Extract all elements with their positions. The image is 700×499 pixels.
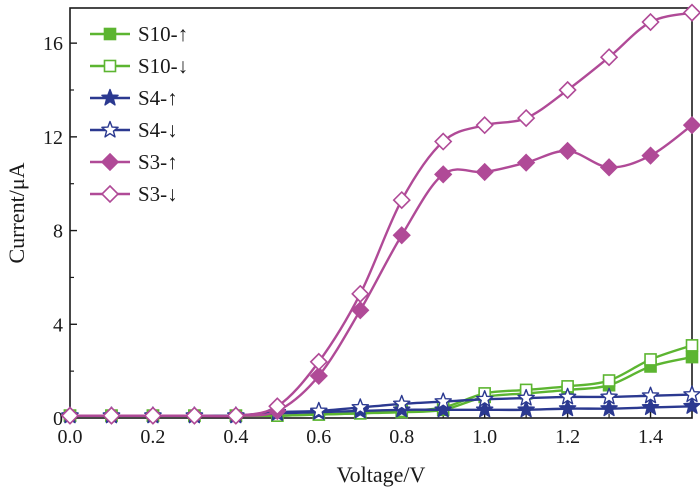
data-point-marker	[682, 3, 700, 22]
data-point-marker	[517, 388, 535, 406]
x-tick-label: 0.4	[223, 426, 248, 448]
data-point-marker	[392, 400, 411, 418]
legend-label: S4-↑	[138, 86, 178, 110]
legend-entry-0: S10-↑	[90, 22, 188, 46]
data-point-marker	[309, 352, 328, 371]
data-point-marker	[683, 397, 700, 414]
data-point-marker	[475, 162, 494, 182]
legend-entry-3: S4-↓	[90, 118, 178, 142]
data-point-marker	[434, 392, 452, 410]
series-5	[60, 3, 700, 425]
y-tick-label: 16	[43, 33, 63, 55]
data-point-marker	[143, 406, 163, 425]
x-tick-label: 1.2	[555, 426, 580, 448]
data-point-marker	[226, 406, 245, 425]
y-tick-label: 0	[53, 408, 63, 430]
data-point-marker	[599, 158, 619, 177]
data-point-marker	[641, 386, 660, 404]
legend-entry-2: S4-↑	[90, 86, 178, 110]
x-tick-label: 1.0	[472, 426, 497, 448]
data-point-marker	[517, 153, 536, 172]
data-point-marker	[434, 165, 453, 184]
data-point-marker	[475, 116, 494, 135]
data-point-marker	[475, 390, 494, 407]
legend-label: S10-↓	[138, 54, 188, 78]
data-point-marker	[102, 406, 121, 425]
plot-frame	[69, 7, 693, 419]
data-point-marker	[517, 400, 535, 418]
x-tick-label: 0.2	[140, 426, 165, 448]
series-line	[69, 11, 693, 418]
data-point-marker	[351, 284, 370, 303]
legend-marker	[100, 152, 120, 172]
series-layer	[60, 3, 700, 425]
data-point-marker	[558, 387, 577, 405]
data-point-marker	[475, 400, 494, 418]
legend-entry-1: S10-↓	[90, 54, 188, 78]
data-point-marker	[268, 397, 287, 416]
legend-marker	[103, 27, 117, 41]
data-point-marker	[685, 339, 699, 352]
legend: S10-↑ S10-↓ S4-↑ S4-↓ S3-↑ S3-↓	[90, 22, 188, 206]
data-point-marker	[641, 146, 660, 165]
data-point-marker	[683, 385, 700, 403]
data-point-marker	[682, 116, 700, 135]
series-line	[69, 355, 693, 417]
data-point-marker	[641, 398, 660, 416]
x-axis-title: Voltage/V	[337, 462, 426, 487]
data-point-marker	[434, 400, 452, 418]
legend-label: S4-↓	[138, 118, 178, 142]
data-point-marker	[644, 353, 657, 366]
data-point-marker	[310, 401, 328, 419]
x-tick-label: 0.6	[306, 426, 331, 448]
series-line	[69, 405, 693, 418]
x-tick-label: 1.4	[638, 426, 663, 448]
y-tick-label: 8	[53, 221, 63, 243]
data-point-marker	[558, 80, 577, 100]
y-tick-label: 4	[53, 314, 63, 336]
data-point-marker	[434, 132, 453, 151]
data-point-marker	[685, 350, 699, 364]
data-point-marker	[185, 406, 204, 425]
data-point-marker	[558, 141, 577, 161]
x-tick-label: 0.8	[389, 426, 414, 448]
data-point-marker	[351, 301, 370, 320]
x-tick-label: 0.0	[58, 426, 83, 448]
legend-marker	[101, 88, 119, 106]
legend-marker	[101, 120, 119, 138]
legend-entry-4: S3-↑	[90, 150, 178, 174]
y-tick-label: 12	[43, 127, 63, 149]
data-point-marker	[600, 399, 618, 417]
data-point-marker	[392, 190, 411, 210]
data-point-marker	[600, 387, 618, 405]
legend-label: S3-↓	[138, 182, 178, 206]
legend-marker	[100, 184, 120, 204]
data-point-marker	[392, 394, 411, 412]
data-point-marker	[558, 399, 577, 417]
legend-label: S3-↑	[138, 150, 178, 174]
legend-label: S10-↑	[138, 22, 188, 46]
legend-marker	[103, 59, 117, 73]
data-point-marker	[392, 226, 411, 245]
data-point-marker	[517, 108, 536, 128]
y-axis-title: Current/μA	[4, 162, 29, 263]
data-point-marker	[309, 366, 328, 385]
data-point-marker	[602, 374, 616, 387]
data-point-marker	[641, 12, 660, 32]
data-point-marker	[599, 48, 619, 67]
legend-entry-5: S3-↓	[90, 182, 178, 206]
data-point-marker	[60, 406, 80, 425]
data-point-marker	[351, 398, 370, 416]
